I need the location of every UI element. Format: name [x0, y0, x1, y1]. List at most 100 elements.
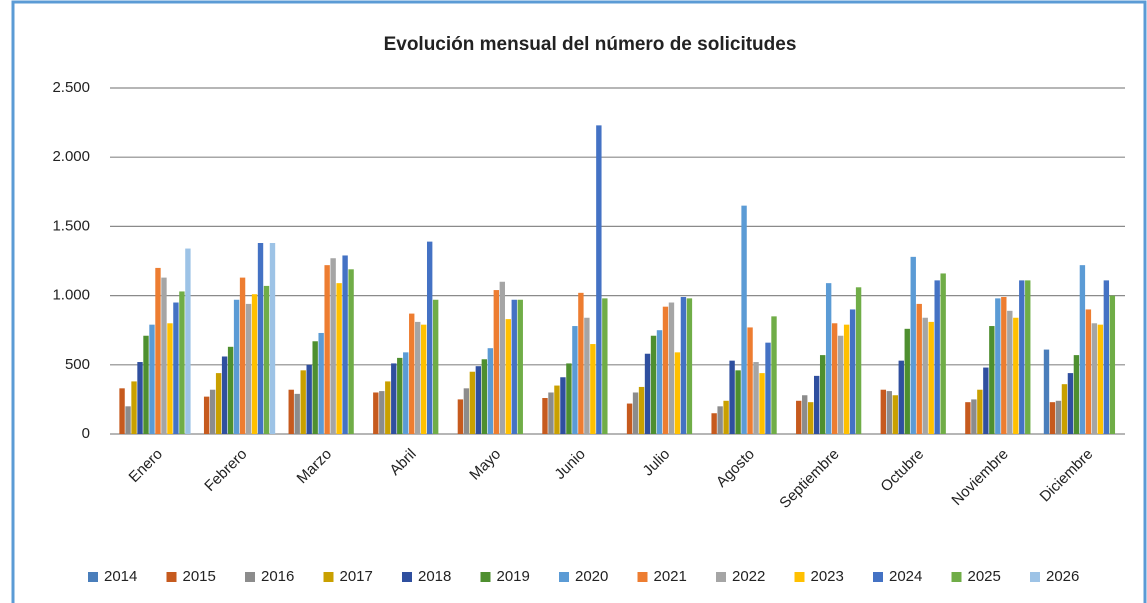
- bar: [735, 370, 741, 434]
- y-tick-label: 0: [82, 425, 90, 442]
- bar: [880, 389, 887, 434]
- bar: [227, 346, 234, 434]
- bar: [379, 391, 385, 434]
- bar: [391, 363, 397, 434]
- bar: [269, 243, 276, 434]
- bar: [257, 243, 264, 434]
- bar: [1049, 402, 1056, 434]
- bar: [475, 366, 482, 434]
- bar: [215, 373, 222, 434]
- bar: [397, 357, 403, 434]
- bar: [596, 125, 602, 435]
- chart-title: Evolución mensual del número de solicitu…: [384, 34, 797, 55]
- legend-label: 2017: [340, 568, 373, 585]
- bar: [910, 256, 916, 434]
- bar: [1079, 265, 1086, 434]
- bar: [119, 388, 125, 434]
- bar: [542, 398, 548, 434]
- bar: [161, 277, 167, 434]
- bar: [385, 381, 391, 434]
- bar: [674, 352, 681, 434]
- bar: [626, 403, 633, 434]
- bar: [548, 392, 554, 434]
- bar: [747, 327, 753, 434]
- bar: [426, 241, 433, 434]
- y-tick-label: 2.500: [52, 79, 90, 96]
- bar: [892, 395, 898, 434]
- bar: [723, 400, 729, 434]
- bar: [898, 360, 904, 434]
- bar: [143, 335, 149, 434]
- y-tick-label: 500: [65, 356, 90, 373]
- bar: [463, 388, 470, 434]
- bar: [1109, 295, 1116, 434]
- legend-swatch: [637, 572, 648, 582]
- bar: [572, 326, 578, 434]
- bar: [904, 328, 910, 434]
- y-tick-label: 2.000: [52, 148, 90, 165]
- bar: [1007, 310, 1013, 434]
- bar: [566, 363, 572, 434]
- legend-swatch: [88, 572, 98, 582]
- bar: [656, 330, 663, 434]
- legend-label: 2024: [889, 568, 922, 585]
- legend-swatch: [1030, 572, 1040, 582]
- bar: [336, 283, 342, 434]
- bar: [245, 303, 252, 434]
- legend-swatch: [716, 572, 726, 582]
- legend-label: 2018: [418, 568, 451, 585]
- bar: [680, 296, 687, 434]
- bar: [342, 255, 348, 434]
- bar: [149, 324, 155, 434]
- bar: [481, 359, 488, 434]
- bar: [1025, 280, 1031, 434]
- bar: [487, 348, 494, 434]
- bar: [922, 317, 928, 434]
- bar: [765, 342, 771, 434]
- bar: [263, 285, 270, 434]
- bar: [348, 269, 354, 434]
- bar: [886, 391, 892, 434]
- bar: [753, 362, 759, 434]
- bar: [741, 205, 747, 434]
- bar: [312, 341, 318, 434]
- bar: [989, 326, 995, 434]
- bar: [855, 287, 862, 434]
- legend-swatch: [480, 572, 491, 582]
- bar: [662, 306, 669, 434]
- bar: [294, 393, 300, 434]
- legend-swatch: [323, 572, 334, 582]
- legend-label: 2021: [654, 568, 687, 585]
- bar: [971, 399, 977, 434]
- bar: [1019, 280, 1025, 434]
- bar: [493, 290, 500, 434]
- bar: [318, 332, 324, 434]
- bar: [499, 281, 505, 434]
- legend-label: 2025: [968, 568, 1001, 585]
- legend-label: 2022: [732, 568, 765, 585]
- bar: [330, 258, 336, 434]
- bar: [1061, 384, 1068, 434]
- legend-swatch: [873, 572, 883, 582]
- bar: [819, 355, 826, 434]
- bar: [239, 277, 246, 434]
- bar: [469, 371, 476, 434]
- bar: [965, 402, 971, 434]
- legend-swatch: [245, 572, 255, 582]
- bar: [415, 321, 421, 434]
- bar: [843, 324, 850, 434]
- bar: [668, 302, 675, 434]
- legend-label: 2016: [261, 568, 294, 585]
- bar: [203, 396, 210, 434]
- bar: [554, 385, 560, 434]
- legend-label: 2026: [1046, 568, 1079, 585]
- legend-label: 2014: [104, 568, 137, 585]
- bar: [837, 335, 844, 434]
- legend-swatch: [559, 572, 569, 582]
- bar: [560, 377, 566, 434]
- legend-swatch: [951, 572, 962, 582]
- bar: [1067, 373, 1074, 434]
- bar: [638, 386, 645, 434]
- bar: [131, 381, 137, 434]
- bar: [306, 364, 312, 434]
